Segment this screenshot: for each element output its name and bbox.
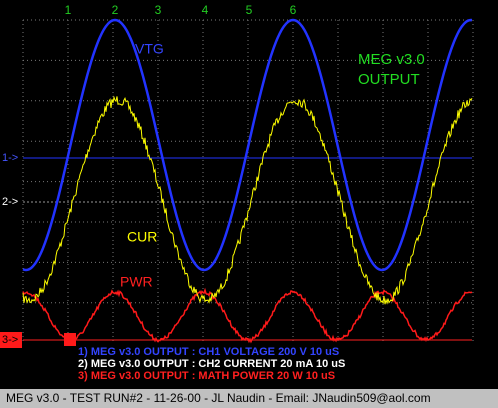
cursor-label: 1 bbox=[65, 3, 72, 17]
cursor-label: 4 bbox=[202, 3, 209, 17]
channel-marker-box bbox=[0, 332, 22, 348]
trace-label: PWR bbox=[120, 274, 153, 290]
cursor-label: 3 bbox=[155, 3, 162, 17]
footer: MEG v3.0 - TEST RUN#2 - 11-26-00 - JL Na… bbox=[6, 391, 431, 405]
cursor-label: 5 bbox=[246, 3, 253, 17]
legend-line: 2) MEG v3.0 OUTPUT : CH2 CURRENT 20 mA 1… bbox=[78, 358, 345, 370]
trace-label: CUR bbox=[127, 229, 157, 245]
power-trace bbox=[22, 287, 473, 344]
channel-marker: 2-> bbox=[2, 196, 18, 208]
legend-line: 3) MEG v3.0 OUTPUT : MATH POWER 20 W 10 … bbox=[78, 370, 335, 382]
current-trace bbox=[22, 95, 473, 305]
grid bbox=[22, 19, 474, 343]
title: OUTPUT bbox=[358, 71, 420, 88]
channel-marker: 1-> bbox=[2, 152, 18, 164]
math-marker bbox=[64, 333, 76, 346]
cursor-label: 6 bbox=[290, 3, 297, 17]
trace-label: VTG bbox=[135, 41, 164, 57]
voltage-trace bbox=[22, 18, 473, 272]
cursor-label: 2 bbox=[112, 3, 119, 17]
channel-marker: 3-> bbox=[2, 334, 18, 346]
legend-line: 1) MEG v3.0 OUTPUT : CH1 VOLTAGE 200 V 1… bbox=[78, 346, 339, 358]
title: MEG v3.0 bbox=[358, 51, 425, 68]
footer-bar bbox=[0, 389, 498, 408]
